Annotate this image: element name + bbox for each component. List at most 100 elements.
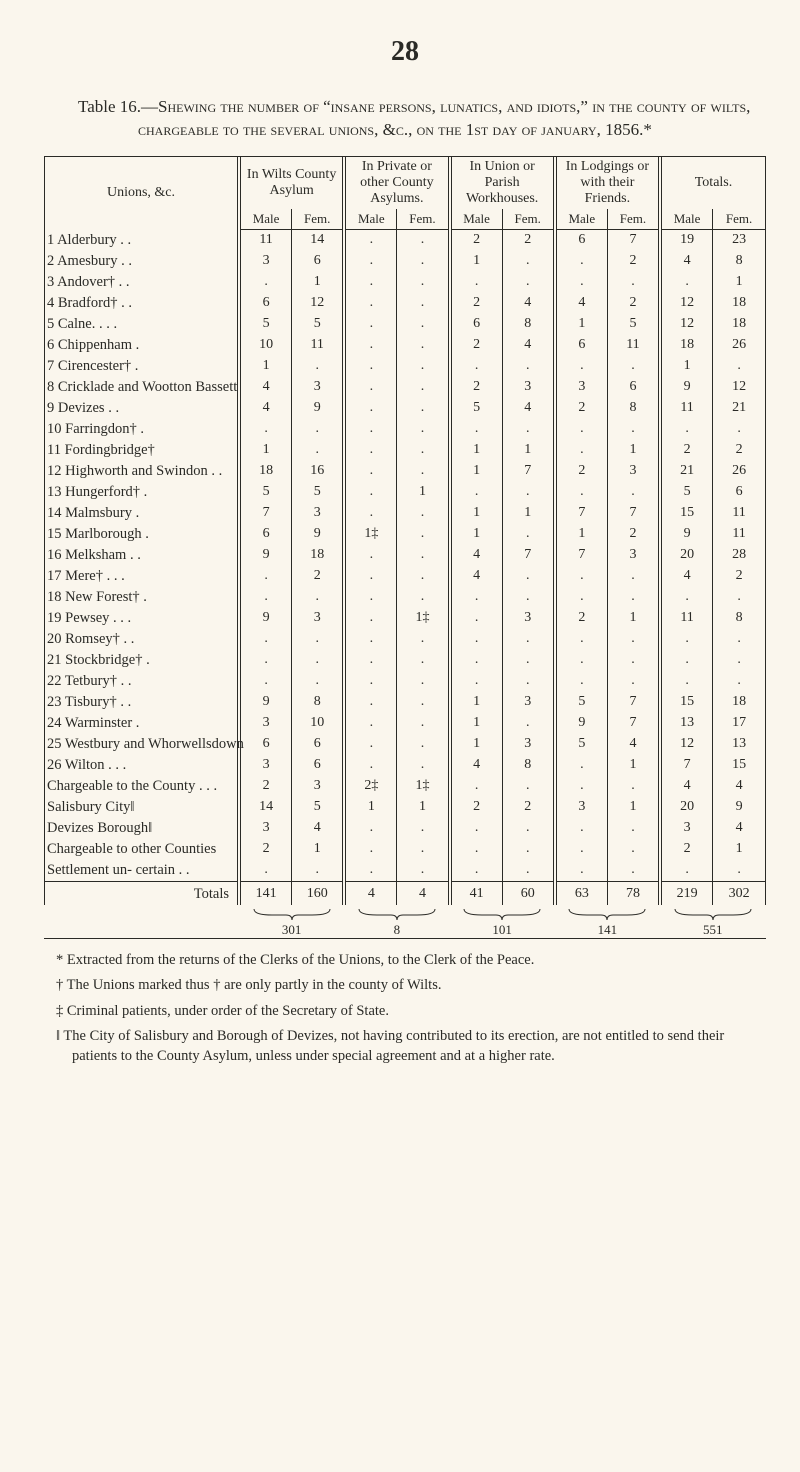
- caption-lead: Table 16.: [78, 97, 141, 116]
- data-cell: .: [292, 356, 345, 377]
- data-cell: 3: [239, 251, 292, 272]
- union-name: 12 Highworth and Swindon . .: [45, 461, 240, 482]
- data-cell: .: [344, 482, 397, 503]
- union-name: 5 Calne. . . .: [45, 314, 240, 335]
- brace-icon: [462, 907, 542, 921]
- union-name: Salisbury City‖: [45, 797, 240, 818]
- table-row: 12 Highworth and Swindon . .1816..172321…: [45, 461, 766, 482]
- data-cell: 1: [292, 839, 345, 860]
- data-cell: 3: [555, 377, 608, 398]
- data-cell: .: [344, 440, 397, 461]
- group-heading: In Private or other County Asylums.: [344, 157, 449, 209]
- table-row: 5 Calne. . . .55..68151218: [45, 314, 766, 335]
- data-cell: .: [397, 734, 450, 755]
- data-cell: .: [344, 377, 397, 398]
- total-cell: 141: [239, 881, 292, 905]
- table-row: 15 Marlborough .691‡.1.12911: [45, 524, 766, 545]
- data-cell: .: [239, 860, 292, 881]
- data-cell: 18: [660, 335, 713, 356]
- data-cell: .: [292, 671, 345, 692]
- sub-heading: Male: [450, 209, 503, 230]
- data-cell: .: [660, 419, 713, 440]
- data-cell: 4: [502, 335, 555, 356]
- data-cell: .: [344, 335, 397, 356]
- data-cell: .: [555, 650, 608, 671]
- data-cell: .: [397, 545, 450, 566]
- document-page: 28 Table 16.—Shewing the number of “insa…: [0, 0, 800, 1472]
- data-cell: 5: [450, 398, 503, 419]
- data-cell: .: [397, 440, 450, 461]
- data-cell: .: [607, 839, 660, 860]
- data-cell: 4: [502, 293, 555, 314]
- data-cell: .: [450, 860, 503, 881]
- data-cell: 7: [239, 503, 292, 524]
- data-cell: 3: [292, 503, 345, 524]
- data-cell: 11: [660, 608, 713, 629]
- data-cell: 2: [555, 398, 608, 419]
- table-row: 3 Andover† . ..1.......1: [45, 272, 766, 293]
- data-cell: .: [607, 671, 660, 692]
- union-name: 3 Andover† . .: [45, 272, 240, 293]
- union-name: 23 Tisbury† . .: [45, 692, 240, 713]
- data-cell: .: [397, 419, 450, 440]
- data-cell: 7: [607, 503, 660, 524]
- brace-icon: [252, 907, 332, 921]
- data-cell: 2: [239, 839, 292, 860]
- data-table: Unions, &c. In Wilts County Asylum In Pr…: [44, 156, 766, 939]
- data-cell: 3: [502, 734, 555, 755]
- data-cell: .: [660, 671, 713, 692]
- data-cell: 5: [660, 482, 713, 503]
- data-cell: 1: [555, 524, 608, 545]
- data-cell: .: [502, 419, 555, 440]
- data-cell: .: [607, 629, 660, 650]
- data-cell: .: [713, 671, 766, 692]
- table-row: 8 Cricklade and Wootton Bassett43..23369…: [45, 377, 766, 398]
- data-cell: .: [344, 755, 397, 776]
- data-cell: 2: [713, 440, 766, 461]
- data-cell: 5: [292, 314, 345, 335]
- sub-heading: Fem.: [502, 209, 555, 230]
- table-row: 19 Pewsey . . .93.1‡.321118: [45, 608, 766, 629]
- data-cell: 5: [292, 482, 345, 503]
- union-name: 25 Westbury and Whorwellsdown: [45, 734, 240, 755]
- union-name: 10 Farringdon† .: [45, 419, 240, 440]
- data-cell: .: [344, 692, 397, 713]
- data-cell: 3: [239, 818, 292, 839]
- table-caption: Table 16.—Shewing the number of “insane …: [48, 96, 762, 142]
- data-cell: .: [450, 671, 503, 692]
- data-cell: 1: [713, 839, 766, 860]
- data-cell: .: [239, 671, 292, 692]
- caption-rest: —Shewing the number of “insane persons, …: [138, 97, 750, 139]
- data-cell: .: [239, 272, 292, 293]
- data-cell: .: [660, 587, 713, 608]
- data-cell: 20: [660, 797, 713, 818]
- data-cell: .: [450, 650, 503, 671]
- data-cell: 26: [713, 461, 766, 482]
- data-cell: 9: [239, 608, 292, 629]
- data-cell: 1: [450, 503, 503, 524]
- data-cell: .: [344, 251, 397, 272]
- data-cell: 21: [660, 461, 713, 482]
- table-row: Salisbury City‖145112231209: [45, 797, 766, 818]
- data-cell: 7: [660, 755, 713, 776]
- table-row: 6 Chippenham .1011..246111826: [45, 335, 766, 356]
- data-cell: 4: [660, 566, 713, 587]
- data-cell: 1: [239, 440, 292, 461]
- data-cell: .: [344, 398, 397, 419]
- table-row: 11 Fordingbridge†1...11.122: [45, 440, 766, 461]
- data-cell: 3: [502, 608, 555, 629]
- data-cell: 1: [450, 734, 503, 755]
- data-cell: 1: [607, 755, 660, 776]
- total-cell: 60: [502, 881, 555, 905]
- data-cell: .: [397, 692, 450, 713]
- data-cell: .: [397, 314, 450, 335]
- data-cell: .: [555, 839, 608, 860]
- data-cell: 9: [239, 545, 292, 566]
- data-cell: 3: [292, 377, 345, 398]
- data-cell: 2: [502, 797, 555, 818]
- data-cell: .: [607, 566, 660, 587]
- data-cell: .: [502, 713, 555, 734]
- union-name: 24 Warminster .: [45, 713, 240, 734]
- data-cell: 1: [397, 482, 450, 503]
- data-cell: .: [344, 839, 397, 860]
